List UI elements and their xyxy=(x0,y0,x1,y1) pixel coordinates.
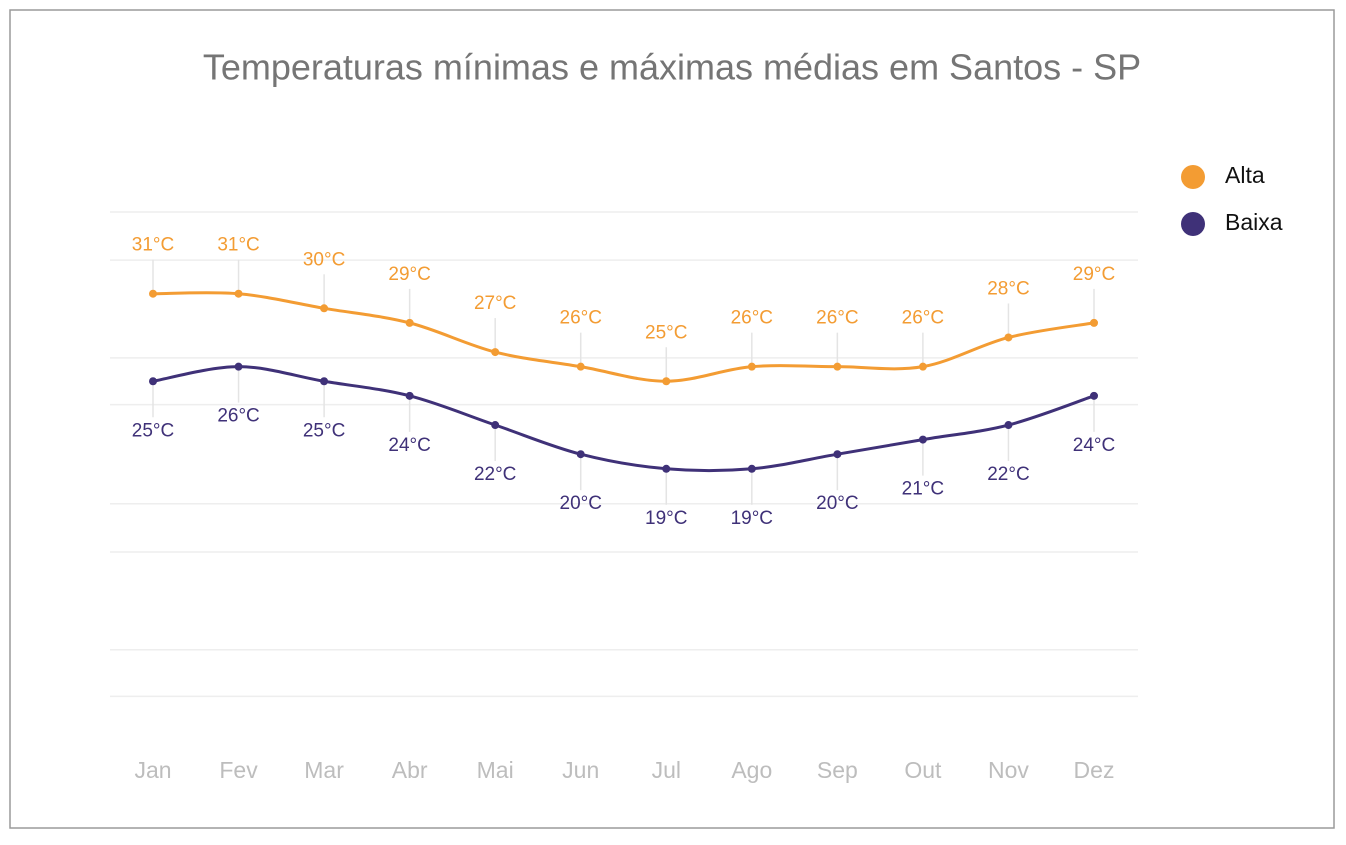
data-point xyxy=(149,289,157,298)
x-tick-label: Fev xyxy=(219,757,258,783)
data-label: 31°C xyxy=(217,235,259,256)
data-point xyxy=(234,289,243,298)
data-point xyxy=(1090,391,1098,400)
x-tick-label: Jan xyxy=(134,757,171,783)
data-point xyxy=(747,464,756,473)
data-label: 19°C xyxy=(645,508,687,529)
data-point xyxy=(662,464,671,473)
data-label: 27°C xyxy=(474,293,516,314)
data-label: 22°C xyxy=(987,464,1029,485)
data-point xyxy=(405,318,414,327)
data-label: 25°C xyxy=(645,322,687,343)
data-label: 22°C xyxy=(474,464,516,485)
x-tick-label: Mar xyxy=(304,757,344,783)
x-tick-label: Sep xyxy=(817,757,858,783)
data-point xyxy=(491,348,500,357)
data-point xyxy=(918,435,927,444)
data-point xyxy=(1090,318,1098,327)
x-tick-label: Out xyxy=(904,757,942,783)
data-point xyxy=(320,304,329,313)
data-point xyxy=(747,362,756,371)
data-label: 19°C xyxy=(731,508,773,529)
data-point xyxy=(918,362,927,371)
data-label: 26°C xyxy=(217,406,259,427)
data-point xyxy=(662,377,671,386)
data-label: 20°C xyxy=(816,493,858,514)
data-label: 26°C xyxy=(560,308,602,329)
data-label: 29°C xyxy=(388,264,430,285)
data-point xyxy=(833,362,842,371)
data-label: 21°C xyxy=(902,479,944,500)
data-label: 29°C xyxy=(1073,264,1115,285)
data-label: 20°C xyxy=(560,493,602,514)
legend-marker xyxy=(1181,212,1205,236)
data-label: 31°C xyxy=(132,235,174,256)
data-point xyxy=(149,377,157,386)
legend-label: Baixa xyxy=(1225,209,1283,235)
data-label: 26°C xyxy=(902,308,944,329)
data-label: 25°C xyxy=(132,420,174,441)
data-point xyxy=(1004,421,1013,430)
series-line xyxy=(152,291,1095,383)
frame xyxy=(9,9,1335,829)
chart-title: Temperaturas mínimas e máximas médias em… xyxy=(203,47,1141,88)
data-point xyxy=(234,362,243,371)
series-line xyxy=(152,365,1095,473)
data-label: 30°C xyxy=(303,249,345,270)
x-tick-label: Dez xyxy=(1074,757,1115,783)
x-tick-label: Jul xyxy=(652,757,681,783)
x-tick-label: Jun xyxy=(562,757,599,783)
data-point xyxy=(833,450,842,459)
data-label: 24°C xyxy=(388,435,430,456)
data-label: 24°C xyxy=(1073,435,1115,456)
data-label: 28°C xyxy=(987,278,1029,299)
legend-label: Alta xyxy=(1225,162,1265,188)
data-point xyxy=(320,377,329,386)
data-point xyxy=(491,421,500,430)
x-tick-label: Mai xyxy=(477,757,514,783)
x-tick-label: Abr xyxy=(392,757,428,783)
legend-marker xyxy=(1181,165,1205,189)
x-tick-label: Ago xyxy=(731,757,772,783)
data-point xyxy=(405,391,414,400)
data-label: 25°C xyxy=(303,420,345,441)
data-label: 26°C xyxy=(816,308,858,329)
data-point xyxy=(1004,333,1013,342)
x-tick-label: Nov xyxy=(988,757,1029,783)
data-point xyxy=(576,450,585,459)
data-point xyxy=(576,362,585,371)
data-label: 26°C xyxy=(731,308,773,329)
